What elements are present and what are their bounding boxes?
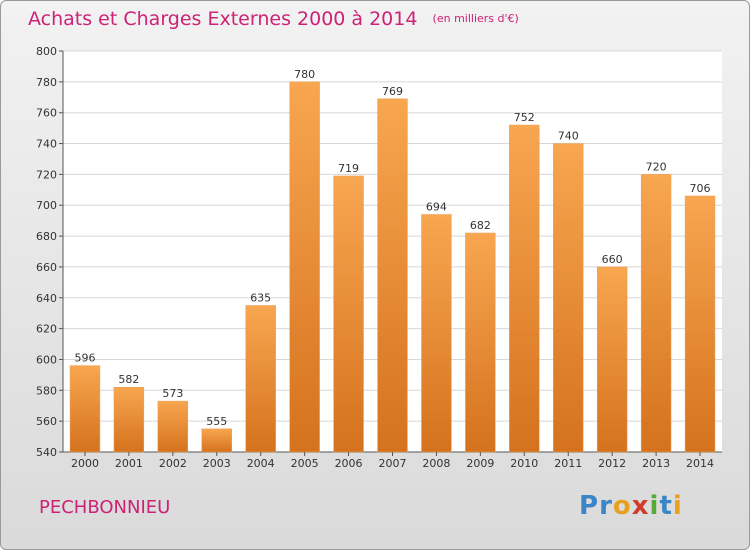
x-tick-label: 2011 — [554, 457, 582, 470]
bar — [640, 174, 672, 453]
x-tick-label: 2001 — [115, 457, 143, 470]
bar-value-label: 635 — [250, 291, 271, 304]
bar-value-label: 682 — [470, 219, 491, 232]
bar-value-label: 596 — [74, 352, 95, 365]
bar — [289, 81, 320, 453]
y-tick-label: 560 — [36, 415, 57, 428]
y-tick-label: 580 — [36, 384, 57, 397]
chart-unit-note: (en milliers d'€) — [432, 12, 519, 25]
logo-letter: i — [672, 491, 683, 521]
bar-value-label: 752 — [514, 111, 535, 124]
y-tick-label: 620 — [36, 323, 57, 336]
logo-letter: P — [579, 491, 600, 521]
bar — [201, 428, 232, 453]
bar-value-label: 769 — [382, 85, 403, 98]
bar-value-label: 694 — [426, 200, 447, 213]
logo-letter: o — [612, 491, 632, 521]
bar — [684, 195, 716, 453]
bar — [69, 365, 101, 453]
x-tick-label: 2013 — [642, 457, 670, 470]
y-tick-label: 540 — [36, 446, 57, 459]
bar-value-label: 706 — [690, 182, 711, 195]
bar — [113, 386, 145, 453]
bar — [509, 124, 540, 453]
town-name: PECHBONNIEU — [39, 497, 171, 518]
x-tick-label: 2005 — [291, 457, 319, 470]
logo-letter: t — [659, 491, 673, 521]
bar — [245, 305, 276, 453]
x-tick-label: 2003 — [203, 457, 231, 470]
bar-value-label: 660 — [602, 253, 623, 266]
y-tick-label: 780 — [36, 76, 57, 89]
x-tick-label: 2007 — [379, 457, 407, 470]
bar-value-label: 740 — [558, 130, 579, 143]
bar — [377, 98, 408, 453]
y-tick-label: 740 — [36, 138, 57, 151]
x-tick-label: 2000 — [71, 457, 99, 470]
x-tick-label: 2012 — [598, 457, 626, 470]
y-tick-label: 760 — [36, 107, 57, 120]
y-tick-label: 700 — [36, 199, 57, 212]
y-tick-label: 720 — [36, 168, 57, 181]
y-tick-label: 600 — [36, 353, 57, 366]
bar — [553, 143, 584, 453]
chart-title-row: Achats et Charges Externes 2000 à 2014 (… — [28, 8, 519, 30]
bar — [421, 214, 452, 453]
x-tick-label: 2010 — [510, 457, 538, 470]
bar-value-label: 780 — [294, 68, 315, 81]
bar — [333, 175, 364, 453]
bar-value-label: 555 — [206, 415, 227, 428]
bar — [465, 232, 496, 453]
chart-title: Achats et Charges Externes 2000 à 2014 — [28, 8, 418, 30]
logo-letter: i — [649, 491, 660, 521]
bar-value-label: 720 — [646, 160, 667, 173]
x-tick-label: 2002 — [159, 457, 187, 470]
x-tick-label: 2014 — [686, 457, 714, 470]
x-tick-label: 2004 — [247, 457, 275, 470]
x-tick-label: 2009 — [466, 457, 494, 470]
x-tick-label: 2008 — [422, 457, 450, 470]
y-tick-label: 640 — [36, 292, 57, 305]
bar-value-label: 573 — [162, 387, 183, 400]
bar — [596, 266, 628, 453]
y-tick-label: 680 — [36, 230, 57, 243]
bar — [157, 400, 189, 453]
bar-value-label: 582 — [118, 373, 139, 386]
y-tick-label: 660 — [36, 261, 57, 274]
proxiti-logo: Proxiti — [579, 491, 683, 521]
x-tick-label: 2006 — [335, 457, 363, 470]
logo-letter: r — [599, 491, 613, 521]
y-tick-label: 800 — [36, 45, 57, 58]
logo-letter: x — [631, 491, 650, 521]
bar-value-label: 719 — [338, 162, 359, 175]
